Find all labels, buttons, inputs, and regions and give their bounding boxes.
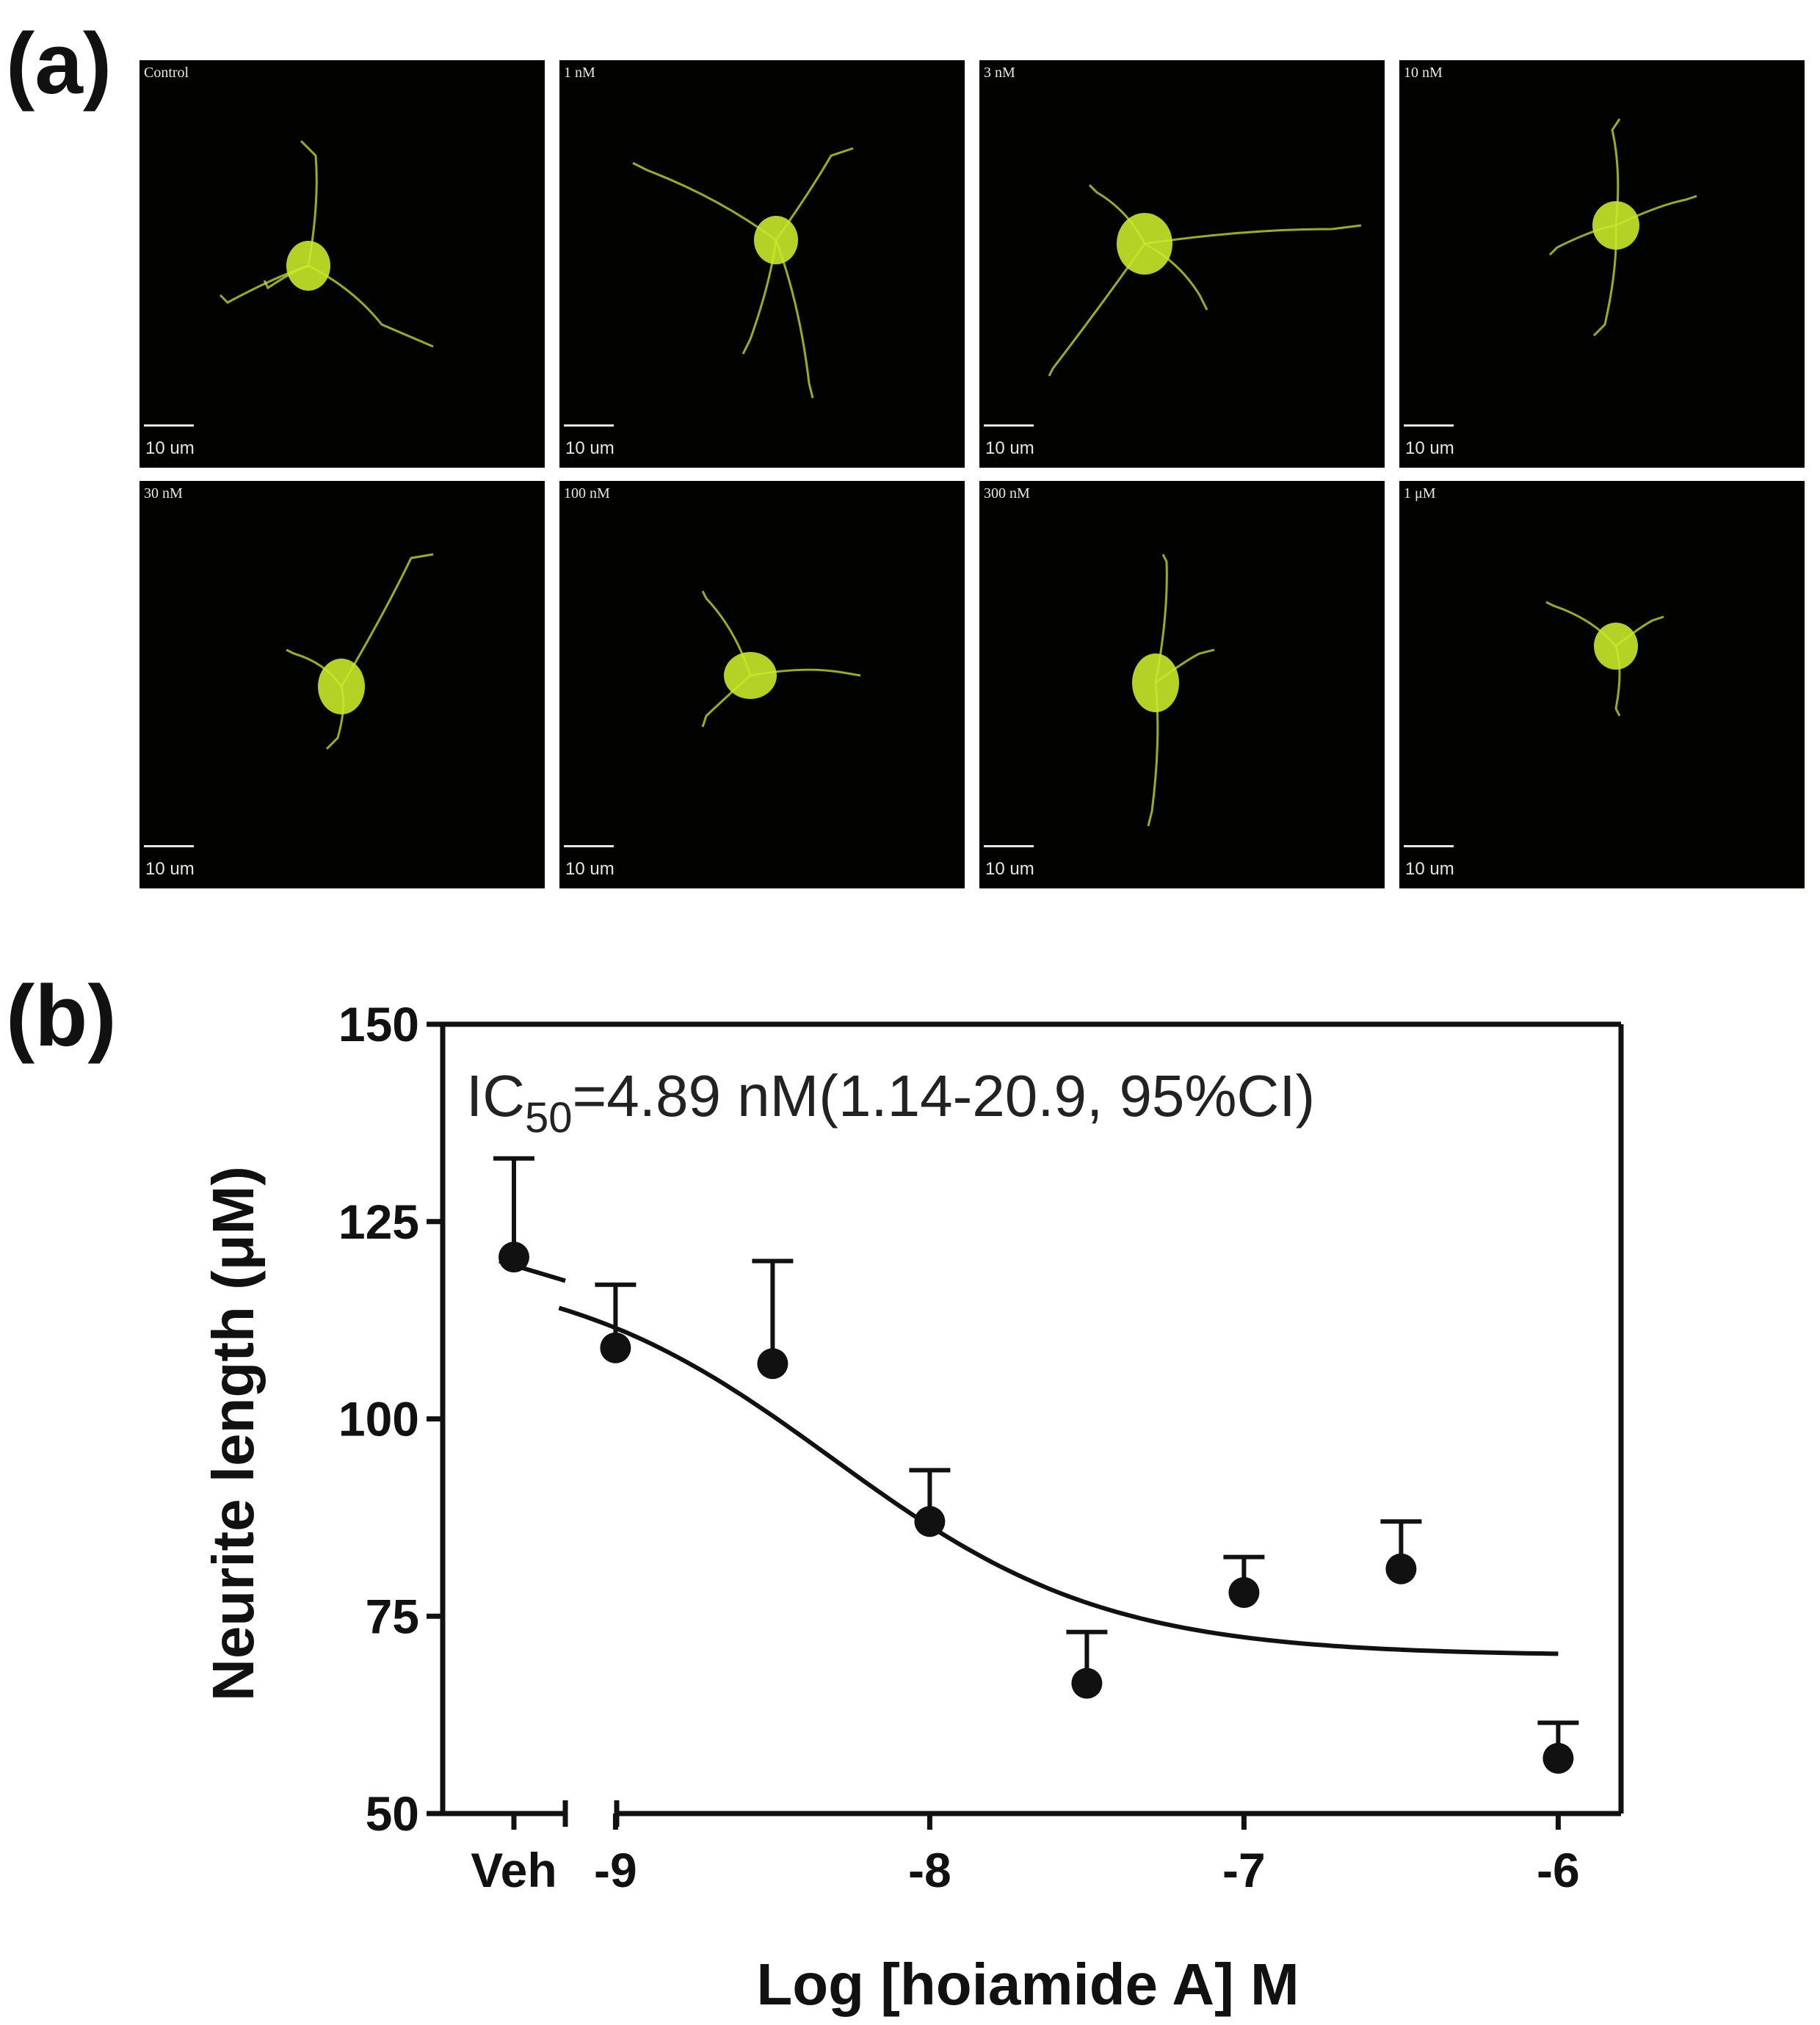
- y-tick-label: 75: [366, 1589, 419, 1643]
- cell-body: [1594, 623, 1638, 670]
- micrograph-300nm: 300 nM 10 um: [979, 481, 1385, 888]
- data-point: [498, 1242, 529, 1273]
- scale-bar-label: 10 um: [145, 438, 195, 458]
- scale-bar-label: 10 um: [1405, 438, 1454, 458]
- chart-plot-group: 50 75 100 125 150 Veh -9 -8 -7 -6 Log [hoiamide A]…: [200, 997, 1624, 2017]
- dose-response-chart: 50 75 100 125 150 Veh -9 -8 -7 -6 Log [hoiamide A]…: [200, 997, 1624, 2017]
- cell-body: [1132, 653, 1179, 712]
- data-point: [1071, 1667, 1103, 1699]
- condition-label: 10 nM: [1404, 65, 1443, 81]
- condition-label: 300 nM: [984, 485, 1030, 501]
- micrograph-30nm: 30 nM 10 um: [139, 481, 545, 888]
- panel-b-label: (b): [6, 968, 117, 1065]
- neurite: [775, 239, 814, 399]
- y-tick-label: 50: [366, 1786, 419, 1841]
- micrograph-1nm: 1 nM 10 um: [559, 60, 965, 468]
- neuron-image: [286, 553, 434, 750]
- x-tick-label: Veh: [471, 1843, 556, 1897]
- x-tick-label: -6: [1537, 1843, 1580, 1897]
- micrograph-control: Control 10 um: [139, 60, 545, 468]
- cell-body: [1592, 201, 1639, 250]
- neuron-image: [219, 140, 434, 348]
- condition-label: 30 nM: [144, 485, 183, 501]
- cell-body: [318, 659, 365, 714]
- scale-bar-label: 10 um: [1405, 859, 1454, 879]
- condition-label: 1 nM: [564, 65, 595, 81]
- micrograph-10nm: 10 nM 10 um: [1399, 60, 1805, 468]
- data-point: [1542, 1742, 1574, 1774]
- neuron-image: [1548, 118, 1697, 337]
- neurite: [632, 162, 777, 242]
- scale-bar-label: 10 um: [565, 438, 614, 458]
- scale-bar: [564, 845, 614, 847]
- data-point: [1228, 1577, 1260, 1608]
- condition-label: 3 nM: [984, 65, 1015, 81]
- data-point: [600, 1332, 631, 1363]
- scale-bar: [144, 845, 194, 847]
- scale-bar: [1404, 424, 1454, 427]
- neuron-image: [1545, 601, 1664, 717]
- neuron-image: [632, 147, 854, 399]
- neuron-image: [1048, 184, 1362, 377]
- x-tick-label: -8: [908, 1843, 951, 1897]
- y-tick-label: 100: [338, 1392, 419, 1446]
- scale-bar: [984, 424, 1034, 427]
- scale-bar: [144, 424, 194, 427]
- data-point: [914, 1506, 946, 1537]
- micrograph-3nm: 3 nM 10 um: [979, 60, 1385, 468]
- x-tick-label: -7: [1222, 1843, 1266, 1897]
- neuron-image: [1132, 554, 1215, 827]
- x-axis-title: Log [hoiamide A] M: [756, 1952, 1299, 2017]
- cell-body: [724, 652, 777, 699]
- condition-label: 100 nM: [564, 485, 610, 501]
- panel-a-label: (a): [6, 15, 112, 112]
- scale-bar: [984, 845, 1034, 847]
- scale-bar: [564, 424, 614, 427]
- condition-label: Control: [144, 65, 189, 81]
- neuron-image: [701, 590, 861, 728]
- condition-label: 1 μM: [1404, 485, 1436, 501]
- micrograph-100nm: 100 nM 10 um: [559, 481, 965, 888]
- ic50-annotation: IC50=4.89 nM(1.14-20.9, 95%CI): [466, 1063, 1315, 1142]
- micrograph-1um: 1 μM 10 um: [1399, 481, 1805, 888]
- scale-bar-label: 10 um: [145, 859, 195, 879]
- fit-curve: [558, 1305, 1559, 1656]
- y-axis-title: Neurite length (μM): [200, 1166, 266, 1701]
- x-tick-label: -9: [594, 1843, 637, 1897]
- data-point: [757, 1348, 788, 1380]
- cell-body: [754, 216, 798, 264]
- scale-bar-label: 10 um: [985, 438, 1034, 458]
- cell-body: [286, 241, 330, 291]
- scale-bar-label: 10 um: [985, 859, 1034, 879]
- data-point: [1385, 1553, 1417, 1584]
- y-tick-label: 150: [338, 997, 419, 1051]
- neurite: [1144, 224, 1362, 245]
- y-tick-label: 125: [338, 1195, 419, 1249]
- scale-bar: [1404, 845, 1454, 847]
- cell-body: [1117, 213, 1172, 275]
- scale-bar-label: 10 um: [565, 859, 614, 879]
